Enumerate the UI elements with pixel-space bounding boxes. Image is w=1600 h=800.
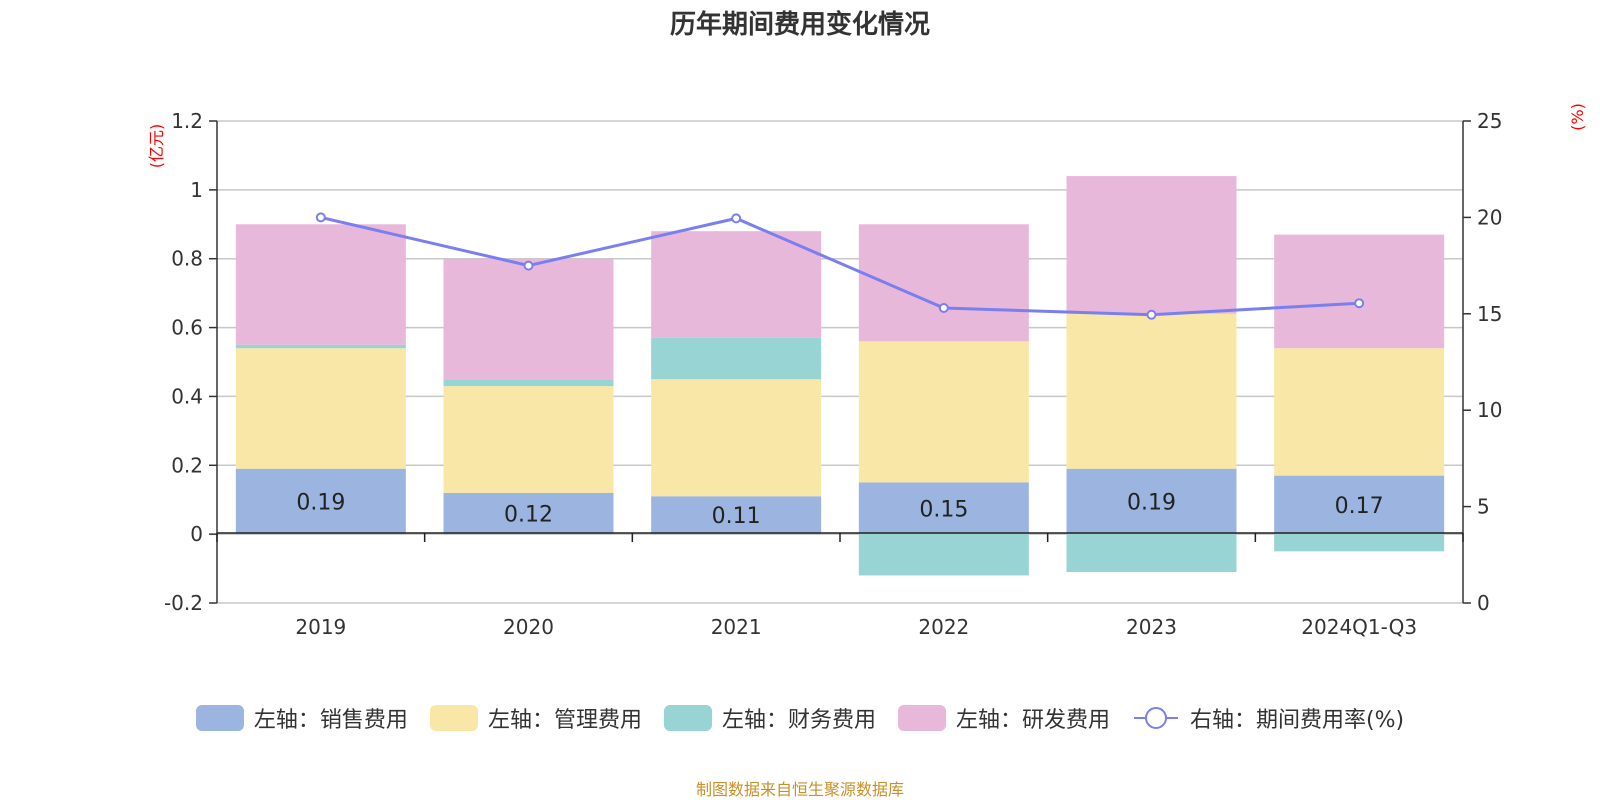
x-axis-category-label: 2024Q1-Q3 — [1301, 615, 1417, 639]
bar-admin — [858, 341, 1029, 483]
bar-rd — [1274, 234, 1445, 349]
x-axis-category-label: 2022 — [918, 615, 969, 639]
left-axis-unit: (亿元) — [147, 124, 166, 169]
rate-point — [938, 303, 949, 314]
bar-sales — [443, 492, 614, 535]
bar-admin — [443, 386, 614, 493]
bar-rd — [235, 224, 406, 345]
x-axis-category-label: 2019 — [295, 615, 346, 639]
rate-point — [1354, 298, 1365, 309]
legend-label: 左轴：财务费用 — [721, 708, 876, 733]
bar-finance — [443, 379, 614, 387]
bar-sales — [235, 468, 406, 535]
legend-item-finance[interactable]: 左轴：财务费用 — [663, 702, 876, 734]
legend-label: 左轴：管理费用 — [487, 708, 642, 733]
legend-item-rate[interactable]: 右轴：期间费用率(%) — [1132, 702, 1404, 734]
right-axis-tick-label: 25 — [1477, 109, 1502, 133]
rate-point — [1146, 309, 1157, 320]
bar-finance — [1274, 534, 1445, 552]
bar-label-sales: 0.19 — [1127, 490, 1176, 515]
legend-label: 左轴：销售费用 — [253, 708, 408, 733]
bar-label-sales: 0.11 — [712, 504, 761, 529]
legend-swatch-rate — [1133, 707, 1178, 729]
right-axis-tick-label: 15 — [1477, 302, 1502, 326]
bar-label-sales: 0.17 — [1335, 494, 1384, 519]
bar-finance — [858, 534, 1029, 576]
right-axis-tick-label: 10 — [1477, 398, 1502, 422]
legend-swatch-finance — [663, 705, 712, 731]
bar-label-sales: 0.15 — [919, 497, 968, 522]
legend-item-admin[interactable]: 左轴：管理费用 — [429, 702, 642, 734]
bar-rd — [1066, 176, 1237, 314]
x-axis-category-label: 2020 — [503, 615, 554, 639]
rate-point — [315, 212, 326, 223]
bar-finance — [235, 344, 406, 349]
chart-title: 历年期间费用变化情况 — [669, 10, 930, 40]
right-axis-unit: (%) — [1568, 103, 1587, 131]
bar-finance — [651, 337, 822, 380]
legend-swatch-rd — [897, 705, 946, 731]
bar-sales — [1066, 468, 1237, 535]
legend-label: 左轴：研发费用 — [955, 708, 1110, 733]
bar-rd — [443, 258, 614, 380]
legend-item-rd[interactable]: 左轴：研发费用 — [897, 702, 1110, 734]
bar-label-sales: 0.19 — [296, 490, 345, 515]
right-axis-tick-label: 0 — [1477, 591, 1490, 615]
bar-label-sales: 0.12 — [504, 502, 553, 527]
bar-sales — [858, 482, 1029, 535]
bar-rd — [651, 231, 822, 338]
left-axis-tick-label: 0.4 — [171, 384, 203, 408]
rate-line — [320, 215, 1360, 317]
left-axis-tick-label: 0.2 — [171, 453, 203, 477]
left-axis-tick-label: -0.2 — [164, 591, 203, 615]
chart-legend: 左轴：销售费用 左轴：管理费用 左轴：财务费用 左轴：研发费用 右轴：期间费用率(%) — [0, 702, 1600, 734]
x-axis-category-label: 2023 — [1126, 615, 1177, 639]
bar-finance — [1066, 534, 1237, 573]
left-axis-tick-label: 0 — [190, 522, 203, 546]
bar-admin — [651, 379, 822, 497]
bar-sales — [651, 496, 822, 535]
bar-admin — [1066, 313, 1237, 469]
legend-item-sales[interactable]: 左轴：销售费用 — [195, 702, 408, 734]
right-axis-tick-label: 20 — [1477, 205, 1502, 229]
x-axis-category-label: 2021 — [711, 615, 762, 639]
source-note: 制图数据来自恒生聚源数据库 — [695, 780, 904, 799]
left-axis-tick-label: 0.8 — [171, 247, 203, 271]
legend-swatch-sales — [195, 705, 244, 731]
chart-canvas: -0.2 0 0.2 0.4 0.6 0.8 1 1.2 0 5 10 15 20 25 (亿元) (%) 0.… — [147, 103, 1587, 639]
left-axis-tick-label: 1.2 — [171, 109, 203, 133]
legend-label: 右轴：期间费用率(%) — [1189, 708, 1405, 733]
rate-point — [523, 260, 534, 271]
left-axis-tick-label: 1 — [190, 178, 203, 202]
right-axis-tick-label: 5 — [1477, 495, 1490, 519]
bar-admin — [235, 348, 406, 469]
left-axis-tick-label: 0.6 — [171, 316, 203, 340]
legend-swatch-admin — [429, 705, 478, 731]
bar-sales — [1274, 475, 1445, 535]
bar-admin — [1274, 348, 1445, 476]
rate-point — [731, 213, 742, 224]
